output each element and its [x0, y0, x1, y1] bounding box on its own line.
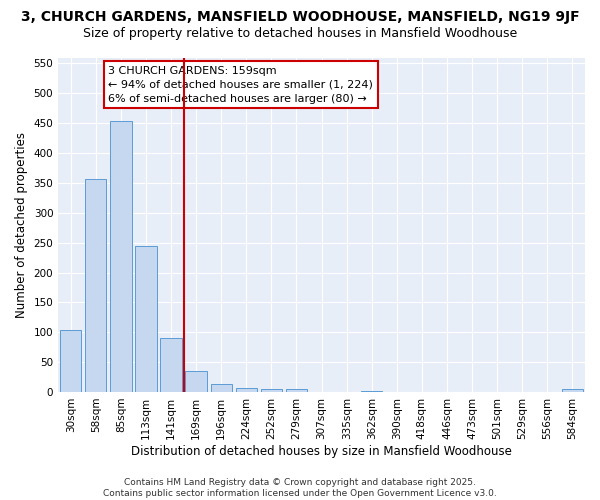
Text: Size of property relative to detached houses in Mansfield Woodhouse: Size of property relative to detached ho… [83, 28, 517, 40]
Bar [110, 122, 131, 392]
Bar [85, 180, 106, 392]
Bar [185, 371, 207, 392]
Bar [60, 330, 82, 392]
X-axis label: Distribution of detached houses by size in Mansfield Woodhouse: Distribution of detached houses by size … [131, 444, 512, 458]
Text: 3 CHURCH GARDENS: 159sqm
← 94% of detached houses are smaller (1, 224)
6% of sem: 3 CHURCH GARDENS: 159sqm ← 94% of detach… [108, 66, 373, 104]
Bar [286, 389, 307, 392]
Bar [136, 246, 157, 392]
Bar [211, 384, 232, 392]
Bar [236, 388, 257, 392]
Text: Contains HM Land Registry data © Crown copyright and database right 2025.
Contai: Contains HM Land Registry data © Crown c… [103, 478, 497, 498]
Bar [160, 338, 182, 392]
Bar [261, 389, 282, 392]
Bar [562, 389, 583, 392]
Y-axis label: Number of detached properties: Number of detached properties [15, 132, 28, 318]
Text: 3, CHURCH GARDENS, MANSFIELD WOODHOUSE, MANSFIELD, NG19 9JF: 3, CHURCH GARDENS, MANSFIELD WOODHOUSE, … [20, 10, 580, 24]
Bar [361, 391, 382, 392]
